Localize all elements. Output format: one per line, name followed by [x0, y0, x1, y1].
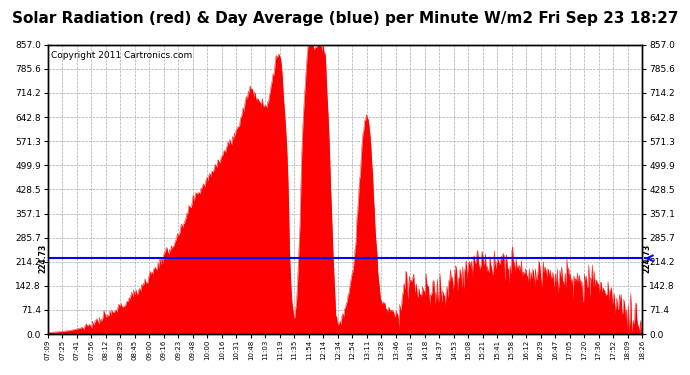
Text: 224.73: 224.73: [643, 244, 652, 273]
Text: Copyright 2011 Cartronics.com: Copyright 2011 Cartronics.com: [51, 51, 192, 60]
Text: 224.73: 224.73: [38, 244, 47, 273]
Text: Solar Radiation (red) & Day Average (blue) per Minute W/m2 Fri Sep 23 18:27: Solar Radiation (red) & Day Average (blu…: [12, 11, 678, 26]
